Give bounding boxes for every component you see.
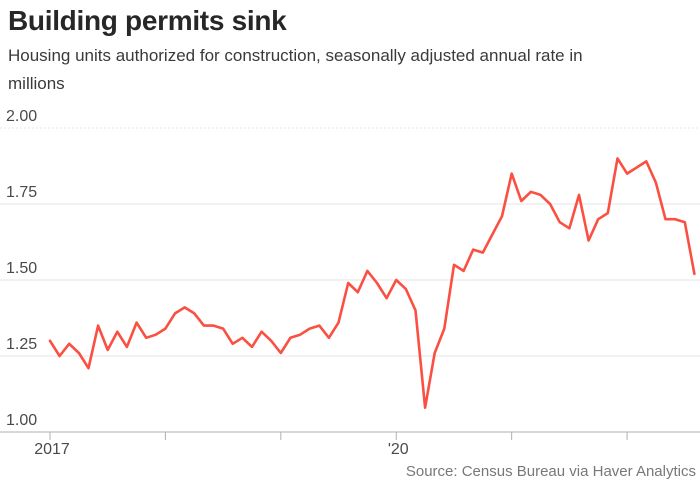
permits-data-line: [48, 157, 696, 410]
x-tick-label: 2017: [34, 441, 70, 458]
x-tick-label: '20: [388, 441, 409, 458]
y-tick-label: 1.50: [6, 260, 37, 277]
source-attribution: Source: Census Bureau via Haver Analytic…: [405, 463, 696, 480]
y-tick-label: 1.00: [6, 412, 37, 429]
chart-subtitle-line2: millions: [8, 74, 65, 93]
chart-subtitle: Housing units authorized for constructio…: [8, 42, 583, 98]
chart-subtitle-line1: Housing units authorized for constructio…: [8, 46, 583, 65]
page-title: Building permits sink: [8, 5, 287, 36]
y-tick-label: 2.00: [6, 108, 37, 125]
y-tick-label: 1.75: [6, 184, 37, 201]
y-tick-label: 1.25: [6, 336, 37, 353]
